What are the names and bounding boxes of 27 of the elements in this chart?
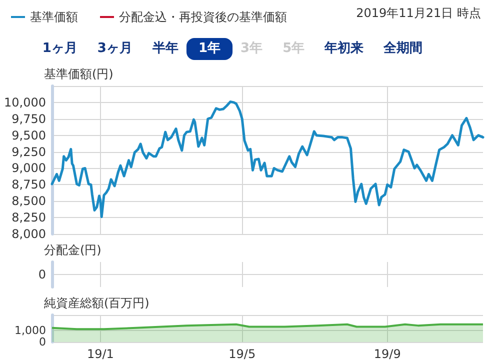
y-tick-label: 10,000 bbox=[4, 95, 46, 110]
y-tick-label: 0 bbox=[39, 336, 46, 348]
legend-label: 分配金込・再投資後の基準価額 bbox=[119, 10, 287, 24]
text: 半年 bbox=[151, 41, 178, 56]
y-tick-label: 9,000 bbox=[12, 161, 46, 176]
text: 年初来 bbox=[324, 40, 364, 56]
text: 分配金(円) bbox=[44, 243, 102, 257]
text: 1年 bbox=[198, 41, 221, 56]
x-tick-label: 19/9 bbox=[374, 347, 401, 361]
line-series bbox=[50, 100, 484, 218]
y-tick-label: 8,500 bbox=[12, 194, 46, 208]
y-tick-label: 9,750 bbox=[12, 112, 46, 126]
y-tick-label: 8,750 bbox=[12, 178, 46, 192]
y-axis-title: 基準価額(円) bbox=[44, 67, 114, 81]
text: 1ヶ月 bbox=[42, 41, 78, 56]
x-tick-label: 19/1 bbox=[86, 347, 114, 361]
text: 3ヶ月 bbox=[97, 41, 132, 56]
y-axis-title: 純資産総額(百万円) bbox=[44, 296, 150, 310]
legend-label: 基準価額 bbox=[30, 10, 78, 24]
chart-subtitle: 2019年11月21日 時点 bbox=[356, 6, 482, 20]
y-tick-label: 9,500 bbox=[12, 128, 46, 142]
y-tick-label: 8,000 bbox=[12, 227, 46, 241]
text: 全期間 bbox=[382, 41, 423, 56]
y-tick-label: 8,250 bbox=[12, 210, 46, 225]
x-tick-label: 19/5 bbox=[228, 347, 256, 361]
y-tick-label: 1,000 bbox=[14, 324, 46, 337]
y-tick-label: 9,250 bbox=[12, 144, 46, 159]
